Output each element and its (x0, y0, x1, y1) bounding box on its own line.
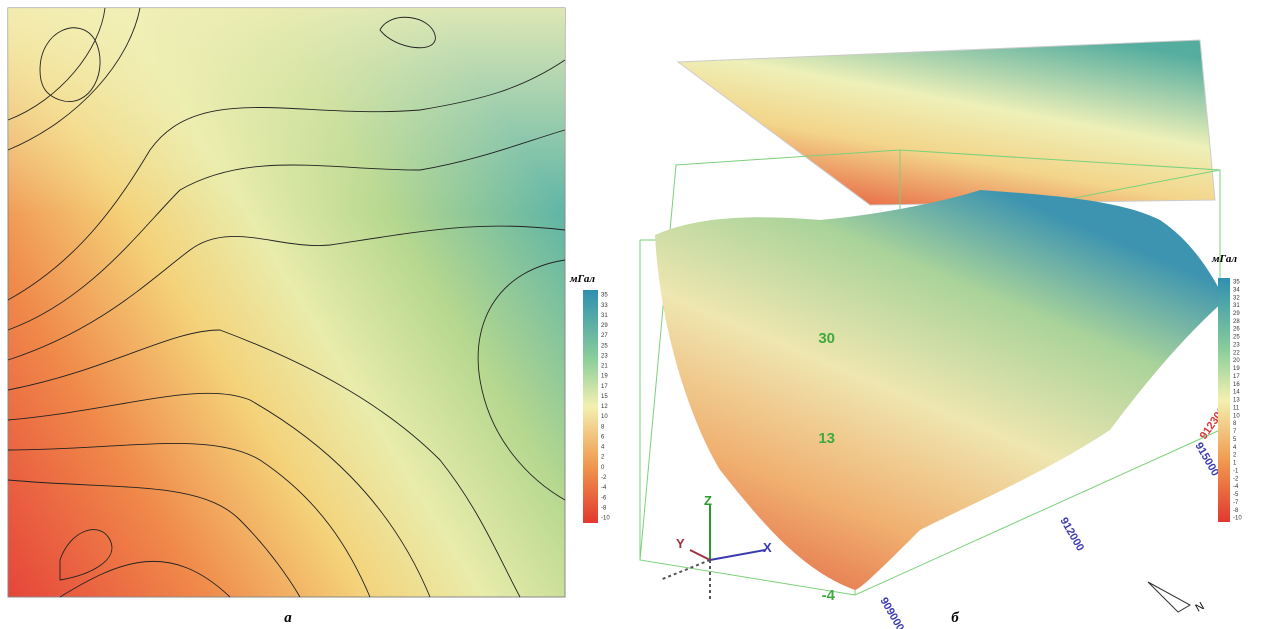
colorbar-tick-label: 33 (601, 303, 608, 309)
colorbar-tick-label: 19 (1233, 366, 1240, 372)
colorbar-tick-label: 1 (1233, 461, 1237, 467)
colorbar-tick-label: 27 (601, 333, 608, 339)
colorbar-tick-label: 7 (1233, 429, 1237, 435)
colorbar-tick-label: 35 (601, 293, 608, 299)
axis-triad (660, 505, 765, 600)
axis-name: X (763, 540, 772, 555)
colorbar-tick-label: -10 (1233, 516, 1242, 522)
colorbar-tick-label: 11 (1233, 405, 1240, 411)
north-label: N (1194, 600, 1207, 614)
colorbar-tick-label: -10 (601, 516, 610, 522)
z-tick-label: 13 (818, 430, 835, 447)
panel-label: а (284, 610, 292, 626)
colorbar-tick-label: 35 (1233, 280, 1240, 286)
colorbar (583, 290, 598, 523)
colorbar-tick-label: -2 (601, 475, 607, 481)
colorbar-tick-label: 31 (601, 313, 608, 319)
colorbar-tick-label: 17 (1233, 374, 1240, 380)
figure: мГал 3533312927252321191715121086420-2-4… (0, 0, 1279, 629)
colorbar-ticks: 35 33 31 29 27 25 23 21 19 17 15 12 10 8 6 4 2 0 -2 -4 -6 -8 -… (601, 293, 610, 522)
colorbar-tick-label: 4 (1233, 445, 1237, 451)
colorbar-tick-label: 8 (601, 424, 605, 430)
z-tick-label: -4 (822, 587, 836, 604)
colorbar-tick-label: 29 (601, 323, 608, 329)
colorbar-tick-label: 23 (601, 353, 608, 359)
north-arrow (1148, 582, 1190, 612)
colorbar-tick-label: 14 (1233, 390, 1240, 396)
colorbar-tick-label: 28 (1233, 319, 1240, 325)
colorbar-tick-label: 6 (601, 434, 605, 440)
colorbar-tick-label: 32 (1233, 295, 1240, 301)
top-plane (678, 40, 1215, 205)
colorbar-tick-label: 4 (601, 445, 605, 451)
colorbar-tick-label: -6 (601, 495, 607, 501)
colorbar-tick-label: 23 (1233, 342, 1240, 348)
colorbar-tick-label: 5 (1233, 437, 1237, 443)
x-tick-label: 915000 (1192, 441, 1221, 479)
colorbar-tick-label: 13 (1233, 398, 1240, 404)
colorbar-tick-label: 26 (1233, 327, 1240, 333)
x-tick-label: 909000 (877, 596, 906, 629)
colorbar-tick-label: -7 (1233, 500, 1239, 506)
surface (655, 190, 1225, 590)
x-tick-label: 912000 (1057, 516, 1086, 554)
colorbar-tick-label: -8 (601, 505, 607, 511)
axis-name: Z (704, 493, 712, 508)
colorbar-tick-label: 0 (601, 465, 605, 471)
colorbar-tick-label: 25 (1233, 335, 1240, 341)
colorbar-tick-label: 8 (1233, 421, 1237, 427)
colorbar-tick-label: 12 (601, 404, 608, 410)
colorbar-tick-label: 20 (1233, 358, 1240, 364)
colorbar-tick-label: 2 (1233, 453, 1237, 459)
colorbar-tick-label: 34 (1233, 287, 1240, 293)
colorbar-title: мГал (569, 273, 595, 285)
colorbar-tick-label: -8 (1233, 508, 1239, 514)
colorbar-tick-label: 17 (601, 384, 608, 390)
colorbar-tick-label: 25 (601, 343, 608, 349)
colorbar-tick-label: 2 (601, 455, 605, 461)
colorbar-title: мГал (1211, 253, 1237, 265)
colorbar-tick-label: 31 (1233, 303, 1240, 309)
colorbar-tick-label: 16 (1233, 382, 1240, 388)
colorbar-tick-label: 19 (601, 374, 608, 380)
colorbar-tick-label: 21 (601, 364, 608, 370)
colorbar-tick-label: -4 (1233, 484, 1239, 490)
colorbar-tick-label: 10 (601, 414, 608, 420)
z-tick-label: 30 (818, 330, 835, 347)
colorbar-tick-label: 10 (1233, 413, 1240, 419)
colorbar-tick-label: 15 (601, 394, 608, 400)
colorbar-tick-label: 29 (1233, 311, 1240, 317)
panel-label: б (951, 610, 959, 626)
colorbar-tick-label: -5 (1233, 492, 1239, 498)
colorbar-tick-label: 22 (1233, 350, 1240, 356)
colorbar (1218, 278, 1230, 522)
colorbar-tick-label: -4 (601, 485, 607, 491)
colorbar-tick-label: -2 (1233, 476, 1239, 482)
colorbar-tick-label: -1 (1233, 468, 1239, 474)
map-shading (8, 8, 565, 597)
axis-name: Y (676, 536, 685, 551)
